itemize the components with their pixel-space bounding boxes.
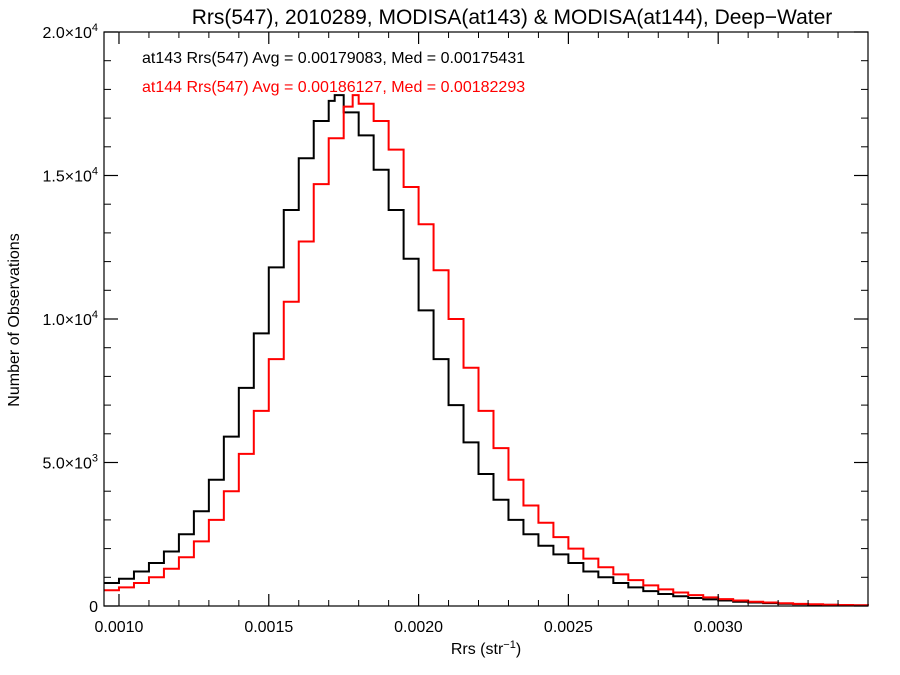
x-axis-label-sup: −1 [503,639,516,651]
annotation-at143: at143 Rrs(547) Avg = 0.00179083, Med = 0… [142,50,525,67]
annotation-at144: at144 Rrs(547) Avg = 0.00186127, Med = 0… [142,79,525,96]
y-tick-mantissa: 1.0×10 [42,312,91,329]
y-tick-exponent: 4 [92,309,98,321]
x-tick-label: 0.0030 [694,619,743,636]
y-tick-mantissa: 5.0×10 [42,456,91,473]
x-axis-ticks: 0.0010 0.0015 0.0020 0.0025 0.0030 [95,32,839,636]
y-tick-mantissa: 2.0×10 [42,25,91,42]
y-tick-label: 5.0×103 [42,453,98,473]
series-group [104,94,869,607]
y-tick-label: 1.5×104 [42,166,98,186]
y-axis-label: Number of Observations [6,233,23,406]
x-axis-label-end: ) [516,641,521,658]
y-tick-exponent: 4 [92,166,98,178]
histogram-series-at144 [104,94,869,607]
chart-title: Rrs(547), 2010289, MODISA(at143) & MODIS… [192,6,833,29]
x-tick-label: 0.0010 [95,619,144,636]
x-tick-label: 0.0015 [244,619,293,636]
x-axis-label-base: Rrs (str [451,641,504,658]
y-tick-exponent: 3 [92,453,98,465]
x-tick-label: 0.0020 [394,619,443,636]
y-tick-mantissa: 1.5×10 [42,169,91,186]
y-tick-exponent: 4 [92,22,98,34]
y-tick-label: 2.0×104 [42,22,98,42]
histogram-series-at143 [104,94,869,607]
x-tick-label: 0.0025 [544,619,593,636]
x-axis-label: Rrs (str−1) [451,639,521,658]
y-tick-label: 1.0×104 [42,309,98,329]
y-tick-label: 0 [89,599,98,616]
y-tick-mantissa: 0 [89,599,98,616]
